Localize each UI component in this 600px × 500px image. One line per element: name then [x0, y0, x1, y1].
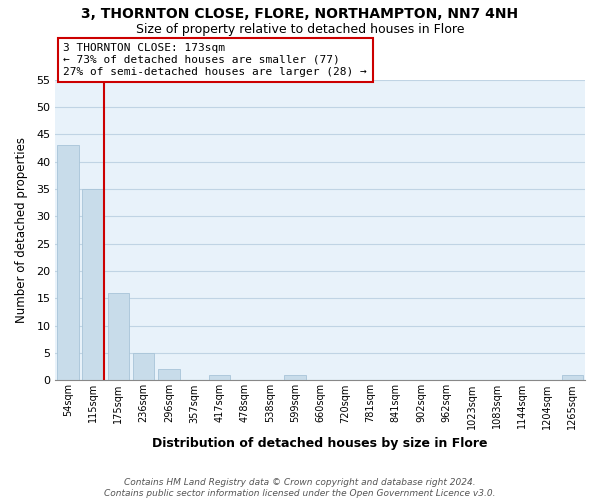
Bar: [158, 370, 179, 380]
Bar: [82, 189, 104, 380]
X-axis label: Distribution of detached houses by size in Flore: Distribution of detached houses by size …: [152, 437, 488, 450]
Text: Size of property relative to detached houses in Flore: Size of property relative to detached ho…: [136, 22, 464, 36]
Text: Contains HM Land Registry data © Crown copyright and database right 2024.
Contai: Contains HM Land Registry data © Crown c…: [104, 478, 496, 498]
Bar: [133, 353, 154, 380]
Bar: [57, 145, 79, 380]
Y-axis label: Number of detached properties: Number of detached properties: [15, 137, 28, 323]
Bar: [209, 375, 230, 380]
Bar: [284, 375, 305, 380]
Text: 3, THORNTON CLOSE, FLORE, NORTHAMPTON, NN7 4NH: 3, THORNTON CLOSE, FLORE, NORTHAMPTON, N…: [82, 8, 518, 22]
Bar: [562, 375, 583, 380]
Bar: [107, 293, 129, 380]
Text: 3 THORNTON CLOSE: 173sqm
← 73% of detached houses are smaller (77)
27% of semi-d: 3 THORNTON CLOSE: 173sqm ← 73% of detach…: [63, 44, 367, 76]
